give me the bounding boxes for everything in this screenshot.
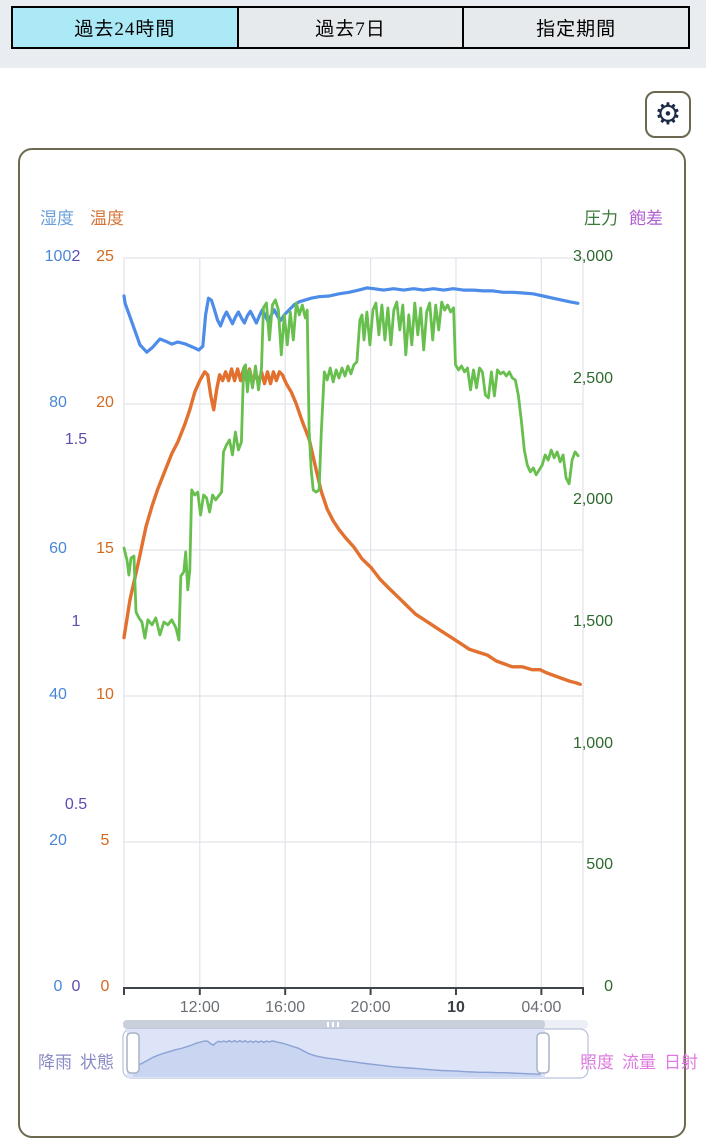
pressure-tick-label: 3,000 bbox=[572, 248, 613, 265]
scrollbar-grip-dot bbox=[332, 1022, 334, 1027]
rain-state-label: 降雨 bbox=[38, 1053, 72, 1072]
navigator-area-line bbox=[132, 1039, 541, 1075]
vpd-tick-label: 2 bbox=[71, 248, 81, 265]
pressure-axis-title: 圧力 bbox=[584, 209, 618, 228]
pressure-tick-label: 1,500 bbox=[572, 613, 613, 630]
vpd-axis-title: 飽差 bbox=[629, 209, 663, 228]
light-flow-solar-label: 日射 bbox=[664, 1053, 698, 1072]
vpd-tick-label: 1.5 bbox=[64, 430, 88, 448]
light-flow-solar-label: 流量 bbox=[622, 1053, 656, 1072]
temperature-tick-label: 0 bbox=[100, 978, 110, 995]
pressure-tick-label: 500 bbox=[586, 856, 613, 874]
humidity-tick-label: 20 bbox=[49, 832, 67, 849]
light-flow-solar-label: 照度 bbox=[580, 1053, 614, 1072]
vpd-tick-label: 0.5 bbox=[64, 795, 88, 813]
temperature-tick-label: 5 bbox=[100, 832, 110, 849]
humidity-tick-label: 100 bbox=[44, 248, 72, 265]
humidity-series bbox=[122, 286, 580, 354]
humidity-tick-label: 80 bbox=[49, 394, 67, 411]
pressure-tick-label: 2,500 bbox=[572, 369, 613, 387]
navigator-handle-left[interactable] bbox=[126, 1032, 140, 1074]
scrollbar-grip-dot bbox=[337, 1022, 339, 1027]
pressure-series bbox=[122, 298, 580, 642]
chart-svg bbox=[122, 257, 589, 1079]
navigator-area bbox=[133, 1040, 543, 1077]
period-tabbar: 過去24時間 過去7日 指定期間 bbox=[11, 6, 690, 49]
tab-past-7d[interactable]: 過去7日 bbox=[236, 8, 463, 47]
temperature-series bbox=[122, 367, 582, 686]
humidity-tick-label: 40 bbox=[49, 686, 67, 703]
humidity-tick-label: 60 bbox=[49, 540, 67, 557]
temperature-tick-label: 15 bbox=[96, 540, 114, 557]
vpd-tick-label: 1 bbox=[71, 613, 81, 630]
rain-state-label: 状態 bbox=[80, 1053, 114, 1072]
temperature-tick-label: 25 bbox=[96, 248, 114, 265]
settings-button[interactable]: ⚙ bbox=[645, 91, 691, 138]
navigator-handle-right[interactable] bbox=[536, 1032, 550, 1074]
humidity-axis-title: 湿度 bbox=[40, 209, 74, 228]
temperature-axis-title: 温度 bbox=[90, 209, 124, 228]
humidity-tick-label: 0 bbox=[53, 978, 63, 995]
pressure-tick-label: 2,000 bbox=[572, 491, 613, 509]
x-tick-label: 20:00 bbox=[350, 999, 391, 1016]
x-tick-label: 16:00 bbox=[265, 999, 306, 1016]
vpd-tick-label: 0 bbox=[71, 978, 81, 995]
tab-custom-period[interactable]: 指定期間 bbox=[462, 8, 689, 47]
gear-icon: ⚙ bbox=[654, 97, 682, 131]
x-tick-label: 12:00 bbox=[179, 999, 220, 1016]
pressure-tick-label: 1,000 bbox=[572, 734, 613, 752]
temperature-tick-label: 10 bbox=[96, 686, 114, 703]
tab-past-24h[interactable]: 過去24時間 bbox=[13, 8, 237, 47]
pressure-tick-label: 0 bbox=[604, 978, 613, 995]
scrollbar-grip-dot bbox=[327, 1022, 329, 1027]
temperature-tick-label: 20 bbox=[96, 394, 114, 411]
x-tick-label: 10 bbox=[447, 999, 465, 1016]
x-tick-label: 04:00 bbox=[521, 999, 562, 1016]
